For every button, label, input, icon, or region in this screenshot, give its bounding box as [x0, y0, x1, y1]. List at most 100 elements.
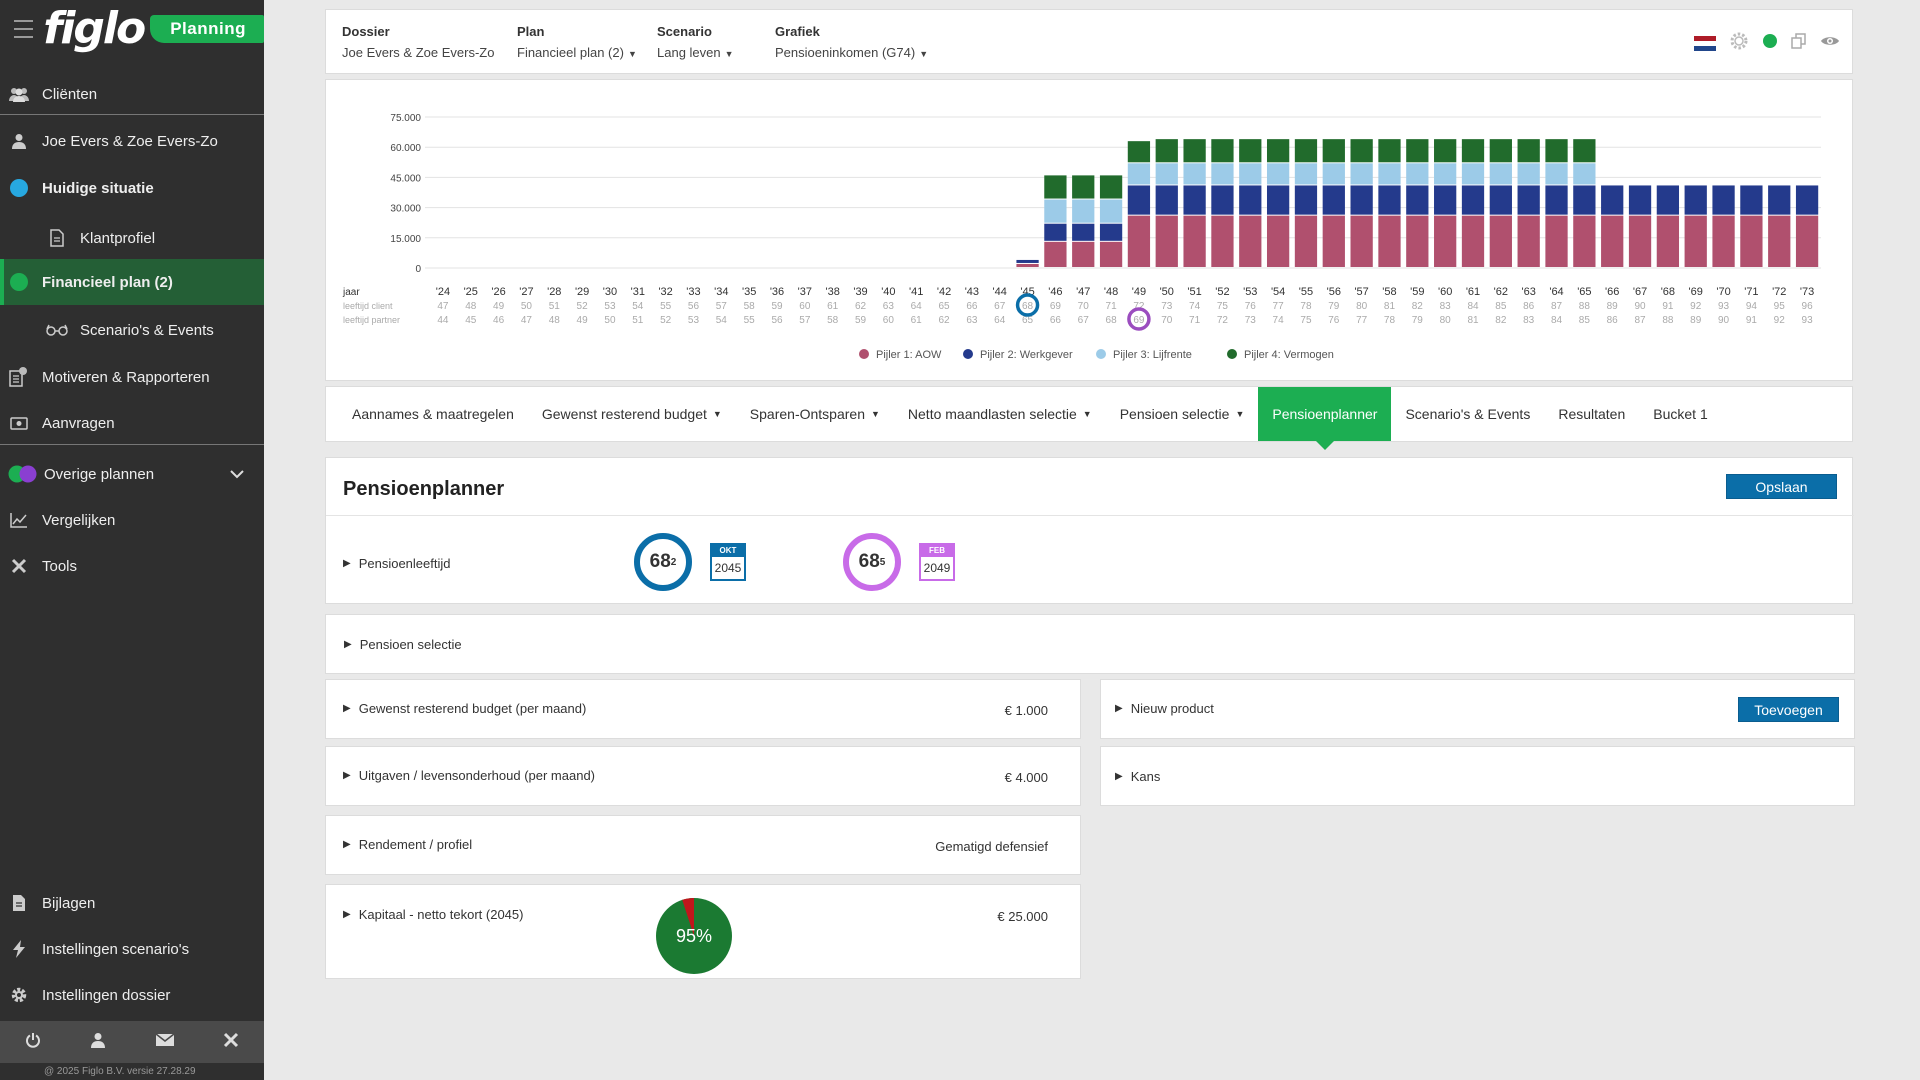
bar-segment[interactable] — [1044, 241, 1067, 267]
bar-segment[interactable] — [1378, 163, 1401, 185]
bar-segment[interactable] — [1099, 241, 1123, 267]
sidebar-item-aanvragen[interactable]: Aanvragen — [0, 405, 264, 441]
bar-segment[interactable] — [1712, 215, 1735, 267]
bar-segment[interactable] — [1517, 163, 1540, 185]
client-retirement-marker[interactable] — [1015, 293, 1040, 317]
bar-segment[interactable] — [1322, 215, 1345, 267]
settings-gear-icon[interactable] — [1728, 30, 1750, 57]
kans-toggle[interactable]: ▶ Kans — [1115, 769, 1160, 784]
bar-segment[interactable] — [1072, 175, 1095, 199]
kapitaal-toggle[interactable]: ▶ Kapitaal - netto tekort (2045) — [343, 907, 523, 922]
bar-segment[interactable] — [1183, 185, 1206, 215]
bar-segment[interactable] — [1573, 163, 1596, 185]
bar-segment[interactable] — [1155, 185, 1178, 215]
budget-toggle[interactable]: ▶ Gewenst resterend budget (per maand) — [343, 701, 586, 716]
client-pension-age[interactable]: 68 2 — [634, 533, 692, 591]
bar-segment[interactable] — [1099, 223, 1123, 241]
bar-segment[interactable] — [1740, 215, 1763, 267]
bar-segment[interactable] — [1684, 185, 1707, 215]
bar-segment[interactable] — [1322, 139, 1345, 163]
sidebar-item-bijlagen[interactable]: Bijlagen — [0, 885, 264, 921]
bar-segment[interactable] — [1545, 215, 1568, 267]
bar-segment[interactable] — [1656, 185, 1680, 215]
bar-segment[interactable] — [1183, 139, 1206, 163]
bar-segment[interactable] — [1211, 139, 1234, 163]
bar-segment[interactable] — [1517, 185, 1540, 215]
bar-segment[interactable] — [1489, 215, 1512, 267]
bar-segment[interactable] — [1127, 141, 1151, 163]
user-icon[interactable] — [90, 1032, 106, 1053]
bar-segment[interactable] — [1127, 215, 1151, 267]
bar-segment[interactable] — [1545, 139, 1568, 163]
sidebar-item-clienten[interactable]: Cliënten — [0, 76, 264, 112]
bar-segment[interactable] — [1266, 215, 1290, 267]
bar-segment[interactable] — [1155, 163, 1178, 185]
bar-segment[interactable] — [1461, 163, 1485, 185]
legend-label[interactable]: Pijler 1: AOW — [876, 349, 942, 361]
rendement-row[interactable]: ▶ Rendement / profiel Gematigd defensief — [325, 815, 1081, 875]
tab-bucket-1[interactable]: Bucket 1 — [1639, 387, 1721, 441]
bar-segment[interactable] — [1099, 199, 1123, 223]
chevron-down-icon[interactable] — [230, 466, 244, 482]
bar-segment[interactable] — [1155, 215, 1178, 267]
bar-segment[interactable] — [1712, 185, 1735, 215]
kans-row[interactable]: ▶ Kans — [1100, 746, 1855, 806]
bar-segment[interactable] — [1155, 139, 1178, 163]
bar-segment[interactable] — [1545, 185, 1568, 215]
kapitaal-row[interactable]: ▶ Kapitaal - netto tekort (2045) 95% € 2… — [325, 884, 1081, 979]
sidebar-item-huidige-situatie[interactable]: Huidige situatie — [0, 170, 264, 206]
legend-label[interactable]: Pijler 4: Vermogen — [1244, 349, 1334, 361]
bar-segment[interactable] — [1378, 215, 1401, 267]
uitgaven-toggle[interactable]: ▶ Uitgaven / levensonderhoud (per maand) — [343, 768, 595, 783]
save-button[interactable]: Opslaan — [1726, 474, 1837, 499]
sidebar-item-vergelijken[interactable]: Vergelijken — [0, 502, 264, 538]
bar-segment[interactable] — [1573, 185, 1596, 215]
plan-dropdown[interactable]: Plan Financieel plan (2) ▼ — [517, 24, 637, 60]
tab-resultaten[interactable]: Resultaten — [1544, 387, 1639, 441]
client-pension-date[interactable]: OKT 2045 — [710, 543, 746, 581]
bar-segment[interactable] — [1768, 215, 1791, 267]
bar-segment[interactable] — [1406, 215, 1429, 267]
bar-segment[interactable] — [1489, 163, 1512, 185]
sidebar-item-financieel-plan[interactable]: Financieel plan (2) — [0, 259, 264, 305]
bar-segment[interactable] — [1016, 259, 1039, 263]
bar-segment[interactable] — [1211, 215, 1234, 267]
pensioen-selectie-panel[interactable]: ▶ Pensioen selectie — [325, 614, 1855, 674]
partner-pension-date[interactable]: FEB 2049 — [919, 543, 955, 581]
bar-segment[interactable] — [1350, 163, 1373, 185]
bar-segment[interactable] — [1489, 185, 1512, 215]
bar-segment[interactable] — [1378, 139, 1401, 163]
bar-segment[interactable] — [1517, 215, 1540, 267]
tab-pensioenplanner[interactable]: Pensioenplanner — [1258, 387, 1392, 450]
bar-segment[interactable] — [1239, 215, 1262, 267]
sidebar-item-instellingen-scenarios[interactable]: Instellingen scenario's — [0, 931, 264, 967]
nieuw-product-toggle[interactable]: ▶ Nieuw product — [1115, 701, 1214, 716]
legend-label[interactable]: Pijler 2: Werkgever — [980, 349, 1073, 361]
bar-segment[interactable] — [1768, 185, 1791, 215]
sidebar-item-overige-plannen[interactable]: Overige plannen — [0, 456, 264, 492]
dutch-flag-icon[interactable] — [1694, 35, 1716, 52]
tab-gewenst-resterend-budget[interactable]: Gewenst resterend budget ▼ — [528, 387, 736, 441]
mail-icon[interactable] — [155, 1032, 175, 1052]
bar-segment[interactable] — [1461, 215, 1485, 267]
bar-segment[interactable] — [1239, 139, 1262, 163]
bar-segment[interactable] — [1461, 185, 1485, 215]
bar-segment[interactable] — [1099, 175, 1123, 199]
bar-segment[interactable] — [1434, 139, 1457, 163]
bar-segment[interactable] — [1573, 139, 1596, 163]
bar-segment[interactable] — [1434, 185, 1457, 215]
bar-segment[interactable] — [1294, 185, 1318, 215]
bar-segment[interactable] — [1239, 185, 1262, 215]
nieuw-product-row[interactable]: ▶ Nieuw product Toevoegen — [1100, 679, 1855, 739]
bar-segment[interactable] — [1211, 163, 1234, 185]
copy-icon[interactable] — [1790, 32, 1808, 55]
sidebar-item-motiveren-rapporteren[interactable]: Motiveren & Rapporteren — [0, 359, 264, 395]
bar-segment[interactable] — [1795, 215, 1819, 267]
sidebar-item-client[interactable]: Joe Evers & Zoe Evers-Zo — [0, 123, 264, 159]
bar-segment[interactable] — [1601, 215, 1624, 267]
bar-segment[interactable] — [1434, 163, 1457, 185]
bar-segment[interactable] — [1684, 215, 1707, 267]
bar-segment[interactable] — [1294, 215, 1318, 267]
bar-segment[interactable] — [1127, 163, 1151, 185]
bar-segment[interactable] — [1211, 185, 1234, 215]
